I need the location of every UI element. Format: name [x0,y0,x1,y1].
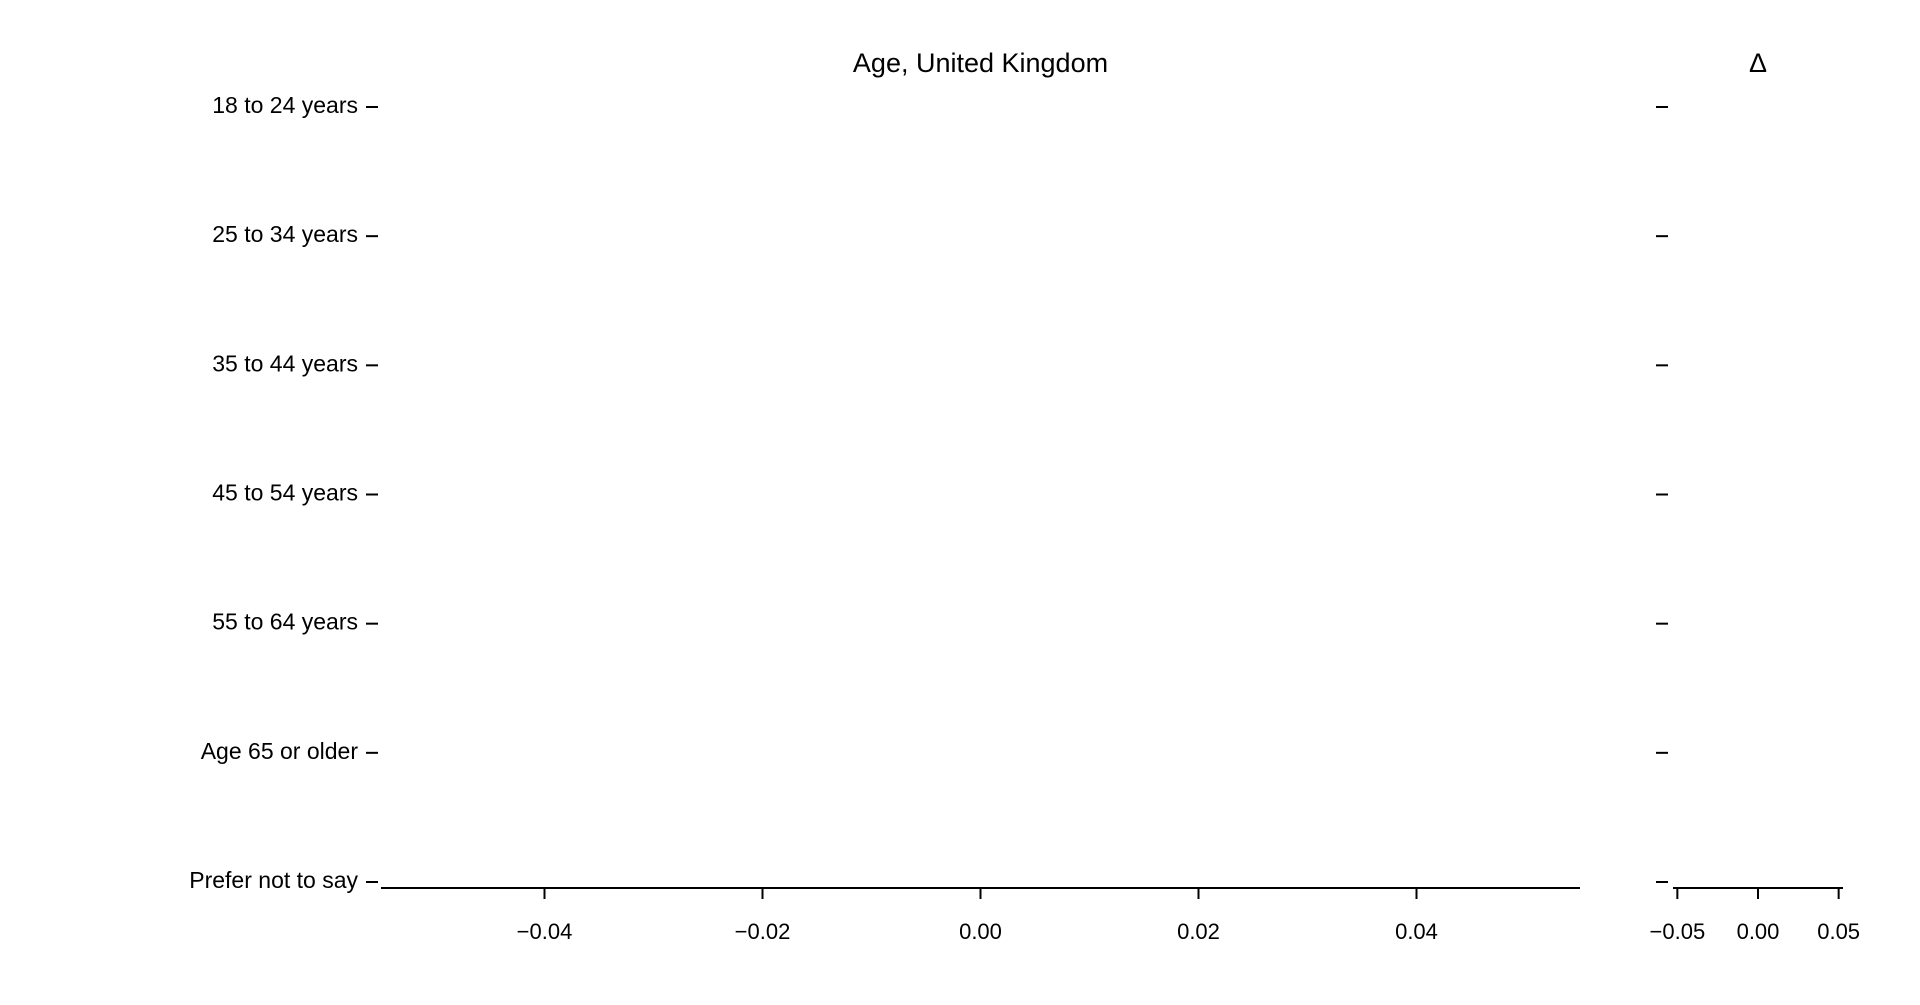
y-tick-label: Prefer not to say [189,867,358,893]
x-tick-label: 0.04 [1395,919,1438,944]
y-tick-label: 35 to 44 years [212,350,358,376]
y-tick-label: 18 to 24 years [212,92,358,118]
x-tick-label: 0.02 [1177,919,1220,944]
y-tick-label: 55 to 64 years [212,609,358,635]
x-tick-label: 0.00 [1737,919,1780,944]
panel-title: Age, United Kingdom [853,48,1108,78]
y-tick-label: 45 to 54 years [212,480,358,506]
x-tick-label: −0.02 [735,919,791,944]
x-tick-label: 0.05 [1817,919,1860,944]
x-tick-label: −0.05 [1650,919,1706,944]
y-tick-label: Age 65 or older [201,738,359,764]
panel-title: Δ [1749,48,1767,78]
y-tick-label: 25 to 34 years [212,221,358,247]
x-tick-label: 0.00 [959,919,1002,944]
x-tick-label: −0.04 [517,919,573,944]
